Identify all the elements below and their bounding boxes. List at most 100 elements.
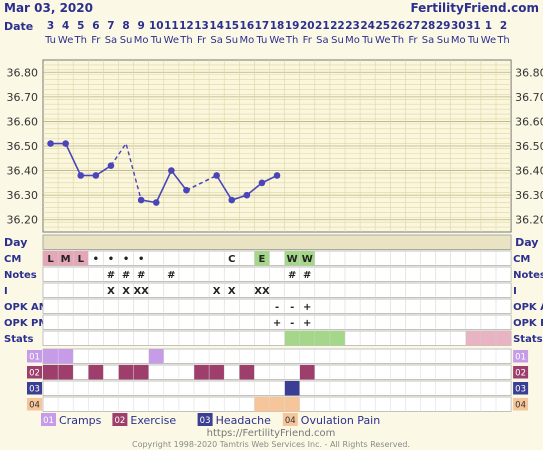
row-cell-text: + — [303, 318, 311, 329]
site-name[interactable]: FertilityFriend.com — [410, 1, 539, 15]
row-background — [42, 266, 512, 282]
row-cell-fill — [299, 251, 315, 266]
symptom-row-background — [42, 348, 512, 364]
y-tick-label-left: 36.40 — [7, 165, 39, 178]
temperature-segment — [170, 170, 188, 191]
temperature-segment-excluded — [110, 141, 142, 201]
date-label: 8 — [122, 20, 129, 32]
temperature-segment — [64, 143, 82, 176]
row-label-right: I — [513, 286, 517, 297]
day-row-label-left: Day — [4, 236, 27, 249]
symptom-code-badge-right — [513, 382, 529, 395]
weekday-label: Mo — [451, 35, 466, 46]
weekday-label: Mo — [345, 35, 360, 46]
row-cell-text: • — [123, 254, 129, 265]
row-cell-text: - — [290, 318, 294, 329]
row-cell-text: W — [302, 254, 313, 265]
temperature-point — [243, 191, 251, 199]
row-cell-text: • — [108, 254, 114, 265]
weekday-label: Su — [120, 35, 133, 46]
date-label: 25 — [375, 20, 390, 32]
temperature-point — [62, 140, 69, 147]
row-label-right: CM — [513, 254, 530, 265]
temperature-series — [47, 140, 281, 206]
weekday-label: Fr — [303, 35, 313, 46]
chart-grid — [42, 59, 512, 233]
symptom-code-right: 03 — [515, 385, 526, 395]
date-label: 13 — [194, 20, 209, 32]
date-label: 9 — [137, 20, 144, 32]
symptom-day-fill — [43, 349, 59, 364]
date-label: 18 — [270, 20, 285, 32]
weekday-label: Fr — [197, 35, 207, 46]
symptom-code-badge-right — [513, 398, 529, 411]
symptom-day-fill — [58, 349, 74, 364]
symptom-code-left: 03 — [29, 385, 40, 395]
legend-label: Exercise — [130, 414, 176, 427]
row-label-left: OPK AM — [4, 302, 49, 313]
row-label-right: OPK PM — [513, 318, 543, 329]
weekday-label: Fr — [408, 35, 418, 46]
weekday-label: We — [58, 35, 73, 46]
row-cell-text: - — [275, 302, 279, 313]
symptom-day-fill — [254, 397, 270, 412]
y-tick-label-left: 36.20 — [7, 214, 39, 227]
row-cell-text: XX — [254, 286, 270, 297]
date-label: 6 — [92, 20, 99, 32]
legend-label: Cramps — [59, 414, 102, 427]
footer-copyright: Copyright 1998-2020 Tamtris Web Services… — [132, 440, 410, 449]
y-tick-label-right: 36.30 — [515, 189, 543, 202]
row-cell-fill — [284, 251, 300, 266]
weekday-label: Su — [331, 35, 344, 46]
weekday-label: Th — [74, 35, 87, 46]
row-cell-text: # — [107, 270, 115, 281]
temperature-point — [107, 162, 115, 169]
row-cell-text: • — [93, 254, 99, 265]
temperature-segment — [155, 170, 173, 203]
date-label: 26 — [391, 20, 406, 32]
y-tick-label-left: 36.70 — [7, 91, 39, 104]
date-label: 21 — [315, 20, 330, 32]
row-cell-text: W — [287, 254, 298, 265]
row-cell-fill — [254, 251, 270, 266]
chart-rows: L M L • • • • C E W W# # # # # #X X XX X X XX- - ++ - + — [42, 234, 512, 412]
weekday-label: We — [375, 35, 390, 46]
temperature-point — [258, 179, 266, 187]
date-label: 28 — [421, 20, 436, 32]
row-cell-fill — [58, 251, 74, 266]
symptom-code-right: 02 — [515, 369, 526, 379]
date-label: 14 — [209, 20, 224, 32]
y-tick-label-right: 36.70 — [515, 91, 543, 104]
symptom-day-fill — [148, 349, 164, 364]
date-label: 11 — [164, 20, 179, 32]
weekday-label: Sa — [105, 35, 117, 46]
symptom-code-left: 02 — [29, 369, 40, 379]
weekday-label: Sa — [316, 35, 328, 46]
row-cell-text: # — [303, 270, 311, 281]
row-cell-text: C — [228, 254, 235, 265]
weekday-label: Tu — [255, 35, 267, 46]
weekday-label: Th — [391, 35, 404, 46]
symptom-day-fill — [284, 397, 300, 412]
weekday-label: Fr — [91, 35, 101, 46]
footer-url[interactable]: https://FertilityFriend.com — [207, 428, 336, 439]
row-cell-text: + — [273, 318, 281, 329]
date-label: 24 — [360, 20, 375, 32]
row-label-left: Stats — [4, 334, 34, 345]
row-label-right: Stats — [513, 334, 543, 345]
row-cell-text: # — [137, 270, 145, 281]
legend-code: 01 — [43, 416, 54, 426]
date-label: 19 — [285, 20, 300, 32]
row-cell-text: X — [228, 286, 236, 297]
temperature-point — [273, 172, 281, 179]
legend-code: 03 — [200, 416, 211, 426]
symptom-day-fill — [299, 365, 315, 380]
date-row-label: Date — [4, 20, 33, 33]
row-label-left: Notes — [4, 270, 37, 281]
date-label: 22 — [330, 20, 345, 32]
weekday-label: Mo — [134, 35, 149, 46]
legend-swatch — [282, 413, 298, 426]
symptom-day-fill — [269, 397, 285, 412]
legend-code: 04 — [285, 416, 296, 426]
